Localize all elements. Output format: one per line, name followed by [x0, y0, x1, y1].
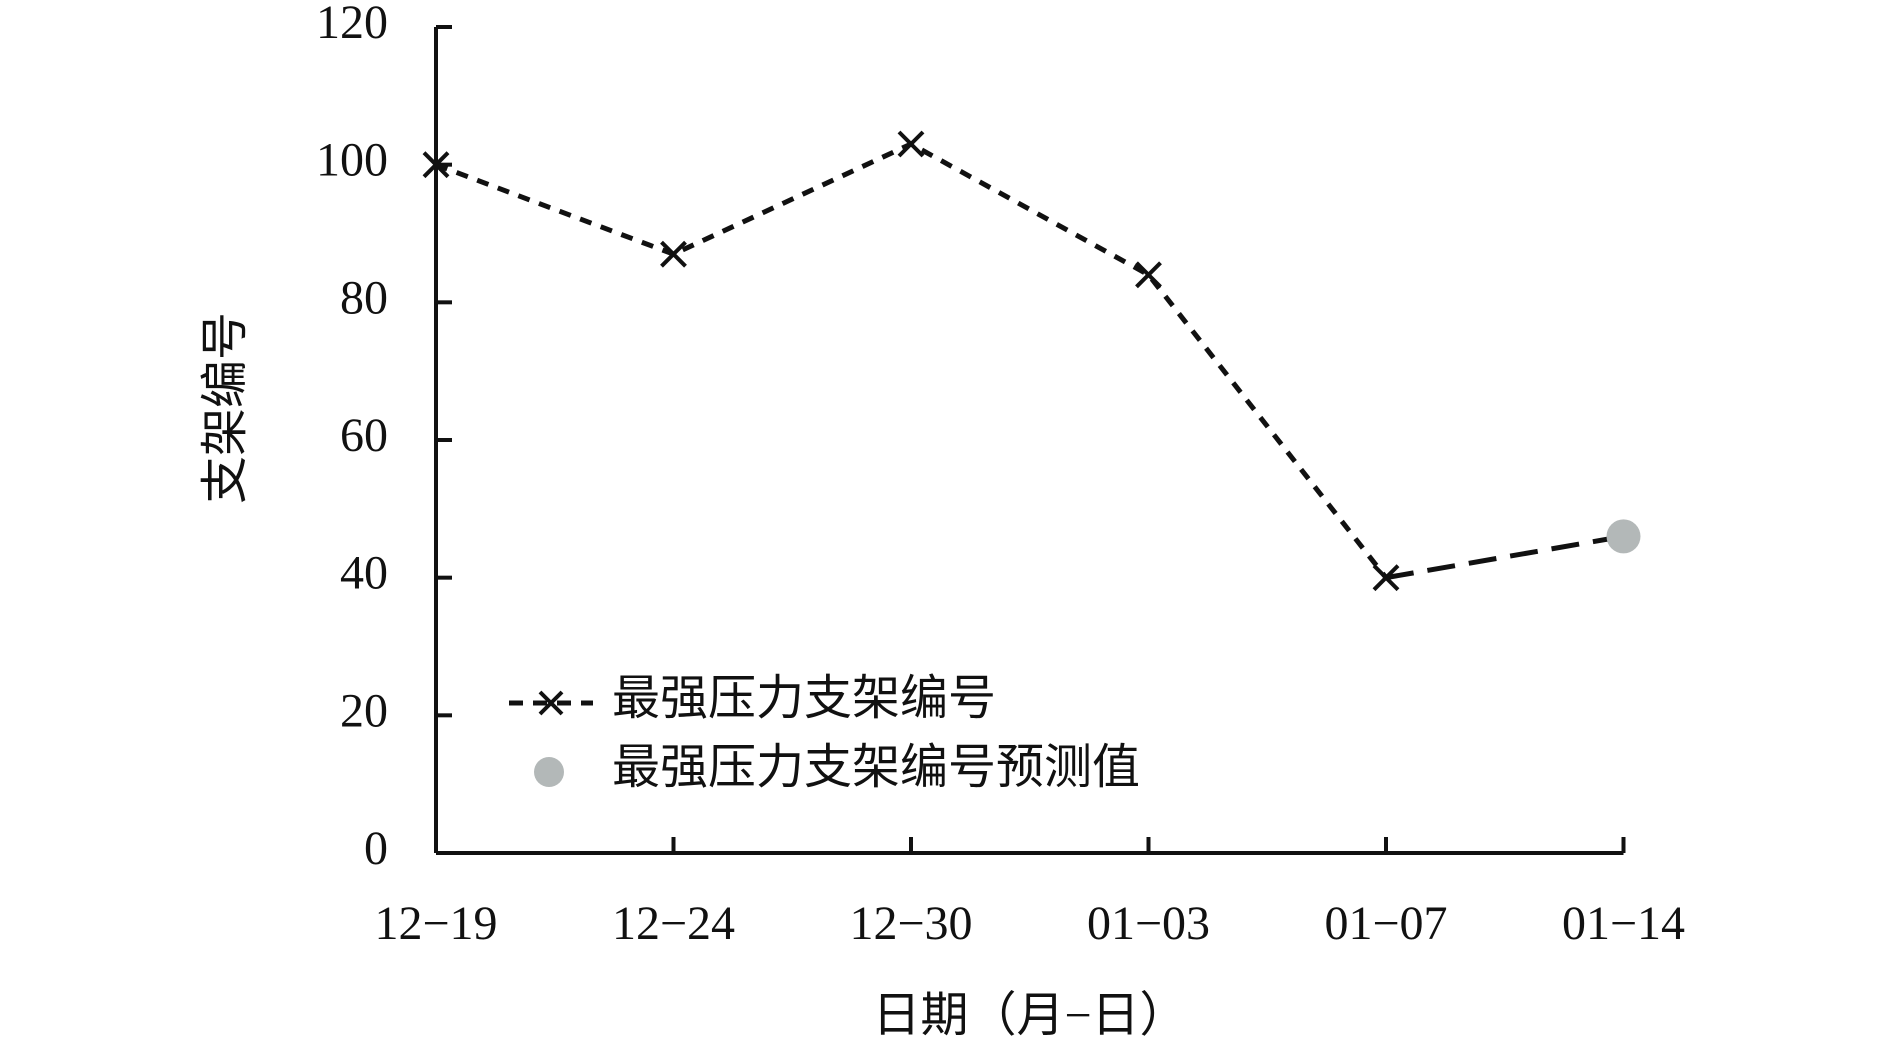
x-tick-label: 01−03 — [1087, 897, 1210, 950]
y-tick-label: 120 — [316, 0, 388, 49]
x-tick-label: 01−07 — [1324, 897, 1447, 950]
y-tick-label: 20 — [340, 684, 388, 737]
y-tick-label: 60 — [340, 409, 388, 462]
y-tick-label: 0 — [364, 822, 388, 875]
x-tick-label: 01−14 — [1562, 897, 1685, 950]
point-marker — [897, 130, 925, 158]
point-marker — [1135, 261, 1162, 289]
x-tick-label: 12−19 — [374, 897, 497, 950]
point-marker — [422, 151, 450, 179]
x-axis-title: 日期（月−日） — [872, 989, 1187, 1042]
x-tick-label: 12−30 — [849, 897, 972, 950]
point-marker — [660, 240, 687, 268]
legend-label: 最强压力支架编号预测值 — [612, 741, 1140, 794]
y-tick-label: 80 — [340, 271, 388, 324]
legend-label: 最强压力支架编号 — [612, 672, 996, 725]
y-tick-label: 40 — [340, 547, 388, 600]
point-marker — [1606, 519, 1641, 554]
prediction-connector — [1385, 533, 1624, 581]
y-tick-label: 100 — [316, 134, 388, 187]
point-marker — [1372, 564, 1400, 592]
legend-swatch-marker — [534, 757, 564, 787]
legend-swatch-marker — [538, 690, 564, 716]
series-line — [435, 141, 1388, 580]
x-tick-label: 12−24 — [612, 897, 735, 950]
y-axis-title: 支架编号 — [199, 312, 252, 504]
